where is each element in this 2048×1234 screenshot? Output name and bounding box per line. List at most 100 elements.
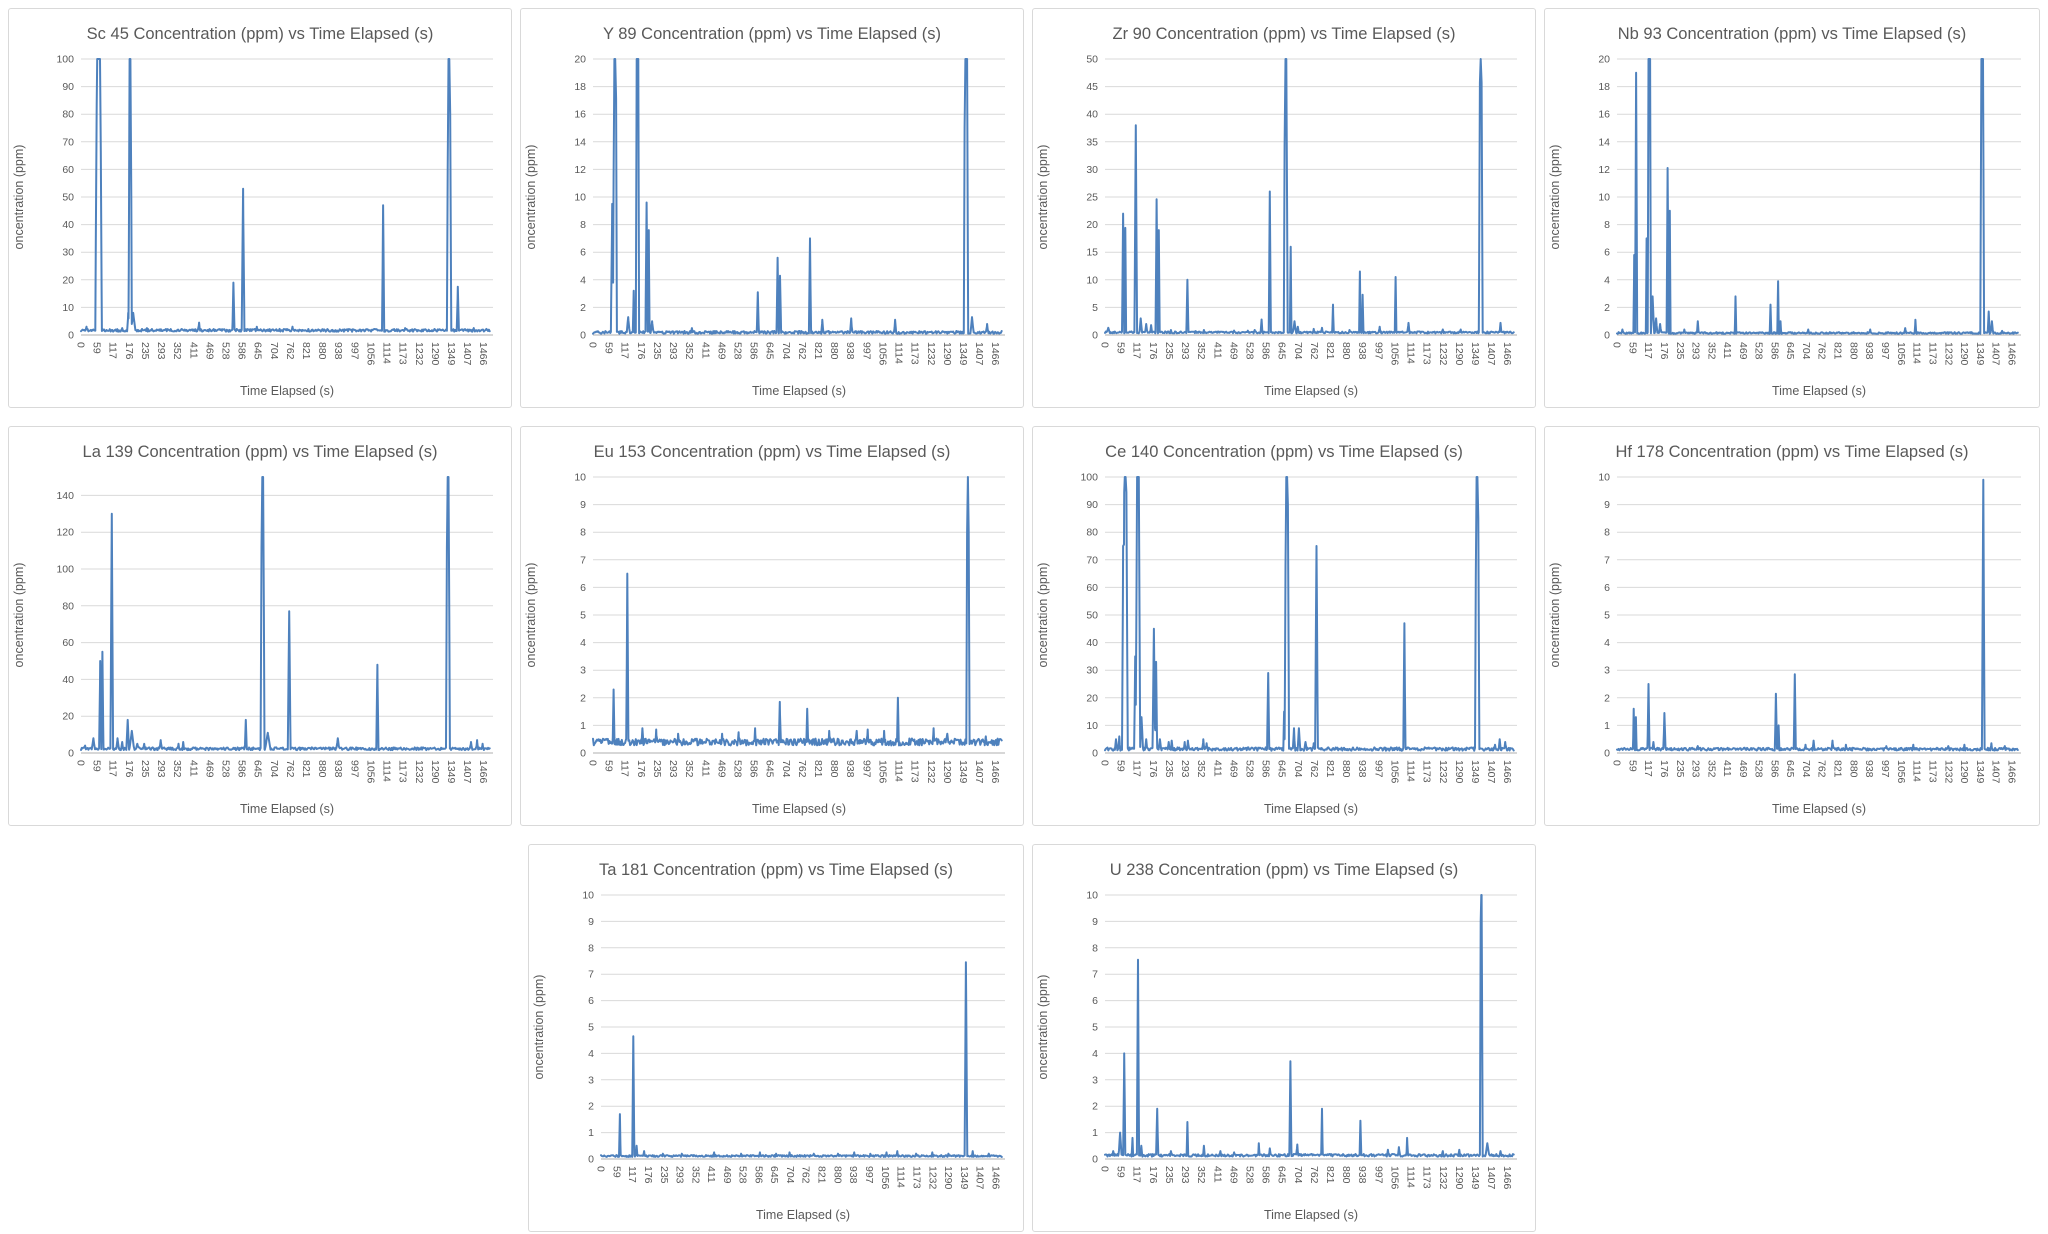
y-tick-label: 0: [1604, 330, 1610, 342]
y-tick-label: 16: [574, 109, 586, 121]
y-tick-label: 0: [1604, 748, 1610, 760]
y-tick-label: 140: [56, 490, 74, 502]
x-tick-label: 469: [1227, 1166, 1239, 1184]
x-tick-label: 411: [1721, 760, 1733, 777]
y-tick-label: 0: [588, 1154, 594, 1166]
y-tick-label: 2: [588, 1101, 594, 1113]
y-tick-label: 70: [1086, 554, 1098, 566]
x-tick-label: 938: [847, 1166, 859, 1184]
x-tick-label: 59: [1115, 1166, 1127, 1178]
chart-title: Hf 178 Concentration (ppm) vs Time Elaps…: [1615, 442, 1969, 461]
y-tick-label: 1: [580, 720, 586, 732]
x-tick-label: 293: [667, 342, 679, 360]
x-tick-label: 1466: [1501, 760, 1513, 784]
x-tick-label: 880: [316, 342, 328, 360]
x-tick-label: 762: [800, 1166, 812, 1184]
x-tick-label: 1114: [1404, 760, 1416, 782]
y-tick-label: 20: [1086, 219, 1098, 231]
x-tick-label: 293: [155, 760, 167, 778]
x-tick-label: 0: [587, 342, 599, 348]
y-tick-label: 100: [56, 54, 74, 66]
x-tick-label: 469: [721, 1166, 733, 1184]
x-tick-label: 59: [91, 342, 103, 354]
x-tick-label: 880: [828, 342, 840, 360]
x-tick-label: 59: [603, 760, 615, 772]
y-tick-label: 14: [574, 136, 586, 148]
x-tick-label: 586: [1768, 342, 1780, 360]
x-tick-label: 645: [768, 1166, 780, 1184]
y-tick-label: 50: [1086, 54, 1098, 66]
y-tick-label: 9: [588, 916, 594, 928]
y-tick-label: 2: [1604, 692, 1610, 704]
x-tick-label: 1407: [1485, 1166, 1497, 1190]
y-tick-label: 5: [1604, 610, 1610, 622]
y-tick-label: 5: [588, 1022, 594, 1034]
y-tick-label: 4: [1604, 637, 1610, 649]
y-tick-label: 80: [1086, 527, 1098, 539]
x-tick-label: 1349: [957, 342, 969, 366]
x-tick-label: 1349: [445, 342, 457, 366]
x-tick-label: 1290: [1453, 342, 1465, 366]
y-tick-label: 4: [580, 637, 586, 649]
x-tick-label: 704: [1292, 342, 1304, 360]
x-tick-label: 411: [699, 342, 711, 359]
x-tick-label: 1466: [477, 342, 489, 366]
y-tick-label: 10: [1086, 890, 1098, 902]
x-tick-label: 821: [1324, 760, 1336, 778]
x-tick-label: 762: [1816, 760, 1828, 778]
x-tick-label: 821: [300, 760, 312, 778]
y-tick-label: 20: [62, 711, 74, 723]
chart-card-zr90: Zr 90 Concentration (ppm) vs Time Elapse…: [1032, 8, 1536, 408]
x-tick-label: 997: [348, 760, 360, 778]
y-axis-title: oncentration (ppm): [12, 145, 26, 250]
x-tick-label: 0: [595, 1166, 607, 1172]
x-tick-label: 235: [1674, 342, 1686, 360]
x-tick-label: 176: [1658, 760, 1670, 778]
x-tick-label: 586: [747, 342, 759, 360]
x-tick-label: 1290: [1453, 760, 1465, 784]
chart-card-u238: U 238 Concentration (ppm) vs Time Elapse…: [1032, 844, 1536, 1232]
x-tick-label: 1056: [877, 760, 889, 784]
x-tick-label: 1407: [461, 760, 473, 784]
x-tick-label: 528: [220, 760, 232, 778]
x-tick-label: 528: [737, 1166, 749, 1184]
x-tick-label: 997: [1372, 760, 1384, 778]
x-tick-label: 469: [203, 342, 215, 360]
x-tick-label: 0: [587, 760, 599, 766]
x-tick-label: 293: [1179, 1166, 1191, 1184]
x-tick-label: 411: [699, 760, 711, 777]
x-tick-label: 1114: [895, 1166, 907, 1188]
x-tick-label: 704: [784, 1166, 796, 1184]
y-tick-label: 5: [1092, 302, 1098, 314]
x-tick-label: 293: [673, 1166, 685, 1184]
x-tick-label: 821: [1324, 342, 1336, 360]
x-tick-label: 762: [284, 760, 296, 778]
y-tick-label: 100: [56, 564, 74, 576]
y-tick-label: 20: [62, 274, 74, 286]
chart-title: Ce 140 Concentration (ppm) vs Time Elaps…: [1105, 442, 1463, 461]
x-tick-label: 586: [752, 1166, 764, 1184]
y-tick-label: 0: [1092, 330, 1098, 342]
x-tick-label: 762: [1816, 342, 1828, 360]
y-tick-label: 16: [1598, 109, 1610, 121]
x-tick-label: 469: [1737, 342, 1749, 360]
y-tick-label: 4: [1604, 274, 1610, 286]
x-tick-label: 997: [863, 1166, 875, 1184]
chart-plot: 0 10 20 30 40 50 60 70 80 90 100 0 59 117 176 235 293 352…: [1036, 472, 1517, 816]
x-tick-label: 1232: [1437, 760, 1449, 784]
x-tick-label: 528: [1244, 1166, 1256, 1184]
x-tick-label: 352: [1195, 1166, 1207, 1184]
x-tick-label: 352: [1705, 760, 1717, 778]
x-tick-label: 938: [332, 760, 344, 778]
x-tick-label: 645: [1276, 1166, 1288, 1184]
y-tick-label: 9: [1604, 499, 1610, 511]
x-tick-label: 586: [235, 760, 247, 778]
y-tick-label: 30: [1086, 164, 1098, 176]
x-tick-label: 176: [1147, 1166, 1159, 1184]
x-tick-label: 352: [1195, 760, 1207, 778]
x-tick-label: 469: [203, 760, 215, 778]
x-axis-title: Time Elapsed (s): [240, 384, 334, 398]
x-tick-label: 1114: [1404, 1166, 1416, 1188]
x-tick-label: 1407: [461, 342, 473, 366]
